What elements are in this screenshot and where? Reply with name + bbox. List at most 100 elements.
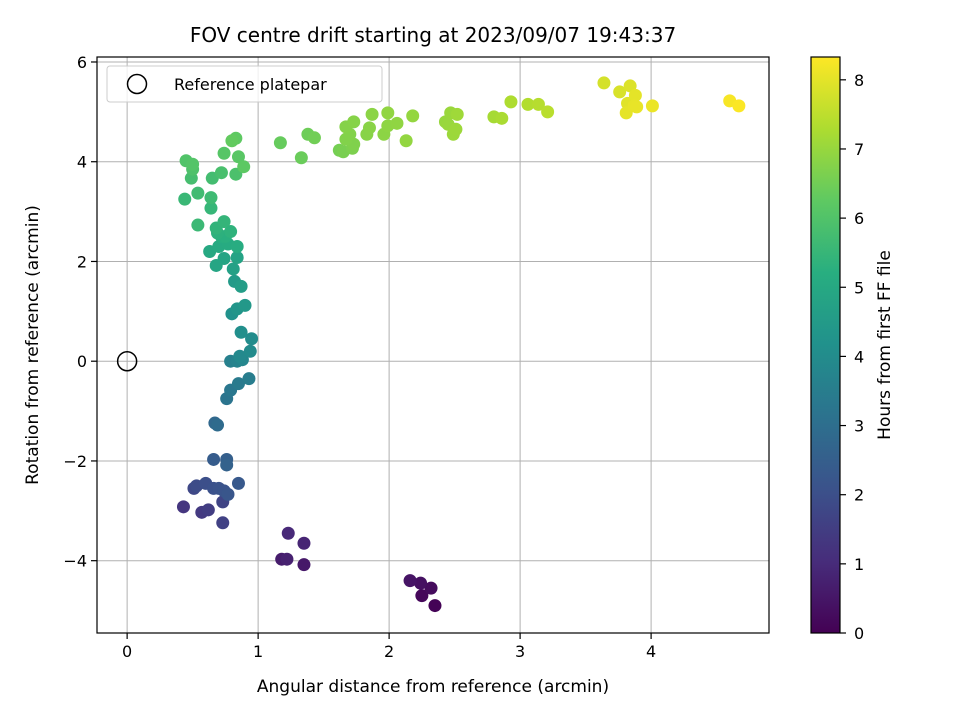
data-point <box>732 99 746 113</box>
data-point <box>307 131 321 145</box>
data-point <box>217 146 231 160</box>
colorbar-label: Hours from first FF file <box>875 250 895 440</box>
data-point <box>204 191 218 205</box>
data-point <box>381 106 395 120</box>
colorbar-tick-label: 7 <box>854 140 864 159</box>
data-point <box>495 111 509 125</box>
y-tick-label: 6 <box>77 53 87 72</box>
data-point <box>414 576 428 590</box>
data-point <box>362 121 376 135</box>
data-points <box>176 76 746 613</box>
colorbar-tick-label: 2 <box>854 486 864 505</box>
data-point <box>613 85 627 99</box>
legend-box <box>106 65 383 103</box>
colorbar-tick-label: 1 <box>854 555 864 574</box>
data-point <box>245 332 259 346</box>
y-axis-label: Rotation from reference (arcmin) <box>23 205 43 485</box>
colorbar-tick-label: 5 <box>854 278 864 297</box>
data-point <box>541 105 555 119</box>
data-point <box>191 218 205 232</box>
data-point <box>178 192 192 206</box>
data-point <box>234 325 248 339</box>
y-axis-ticks: −4 −2 0 2 4 6 <box>63 53 97 571</box>
colorbar-tick-label: 6 <box>854 209 864 228</box>
colorbar-frame <box>810 56 841 634</box>
data-point <box>230 250 244 264</box>
x-axis-label: Angular distance from reference (arcmin) <box>257 677 609 697</box>
data-point <box>273 136 287 150</box>
data-point <box>221 487 235 501</box>
colorbar-tick-label: 3 <box>854 417 864 436</box>
data-point <box>449 122 463 136</box>
y-tick-label: 4 <box>77 153 87 172</box>
plot-frame <box>96 56 770 634</box>
data-point <box>281 526 295 540</box>
data-point <box>234 279 248 293</box>
data-point <box>597 76 611 90</box>
y-tick-label: 2 <box>77 252 87 271</box>
data-point <box>237 160 251 174</box>
data-point <box>191 186 205 200</box>
data-point <box>390 116 404 130</box>
data-point <box>204 201 218 215</box>
data-point <box>224 225 238 239</box>
data-point <box>243 344 257 358</box>
colorbar: 0 1 2 3 4 5 6 7 8 Hours from first FF file <box>810 56 895 643</box>
y-tick-label: −2 <box>63 452 87 471</box>
data-point <box>450 107 464 121</box>
data-point <box>216 516 230 530</box>
data-point <box>406 109 420 123</box>
x-tick-label: 1 <box>253 642 263 661</box>
x-tick-label: 2 <box>384 642 394 661</box>
data-point <box>428 599 442 613</box>
data-point <box>415 589 429 603</box>
data-point <box>176 500 190 514</box>
x-tick-label: 0 <box>122 642 132 661</box>
data-point <box>242 372 256 386</box>
data-point <box>225 134 239 148</box>
reference-point <box>116 350 138 372</box>
colorbar-gradient <box>811 57 840 633</box>
legend: Reference platepar <box>106 65 383 103</box>
grid-lines <box>97 57 769 633</box>
chart-title: FOV centre drift starting at 2023/09/07 … <box>190 23 676 47</box>
data-point <box>297 536 311 550</box>
data-point <box>231 476 245 490</box>
data-point <box>347 115 361 129</box>
data-point <box>365 107 379 121</box>
y-tick-label: 0 <box>77 352 87 371</box>
data-point <box>623 79 637 93</box>
data-point <box>207 452 221 466</box>
data-point <box>294 151 308 165</box>
data-point <box>226 262 240 276</box>
data-point <box>628 88 642 102</box>
x-tick-label: 3 <box>515 642 525 661</box>
data-point <box>201 503 215 517</box>
data-point <box>504 95 518 109</box>
data-point <box>630 100 644 114</box>
data-point <box>214 166 228 180</box>
data-point <box>220 458 234 472</box>
data-point <box>233 349 247 363</box>
data-point <box>211 418 225 432</box>
data-point <box>521 97 535 111</box>
data-point <box>424 581 438 595</box>
data-point <box>238 298 252 312</box>
colorbar-tick-label: 0 <box>854 624 864 643</box>
data-point <box>209 258 223 272</box>
data-point <box>297 558 311 572</box>
y-tick-label: −4 <box>63 552 87 571</box>
x-tick-label: 4 <box>646 642 656 661</box>
data-point <box>403 574 417 588</box>
data-point <box>645 99 659 113</box>
data-point <box>280 552 294 566</box>
data-point <box>231 377 245 391</box>
data-point <box>231 150 245 164</box>
data-point <box>399 134 413 148</box>
data-point <box>186 157 200 171</box>
colorbar-tick-label: 4 <box>854 347 864 366</box>
legend-marker-icon <box>126 73 148 95</box>
data-point <box>217 215 231 229</box>
colorbar-tick-label: 8 <box>854 71 864 90</box>
